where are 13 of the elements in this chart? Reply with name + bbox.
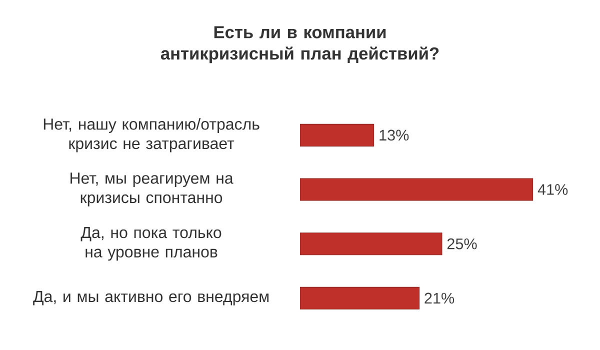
bar xyxy=(300,232,442,256)
y-tick-label: Да, но пока только на уровне планов xyxy=(80,227,222,261)
data-label: 21% xyxy=(424,292,454,304)
data-label: 25% xyxy=(447,238,477,250)
data-label: 13% xyxy=(380,130,409,141)
y-tick-label: Нет, мы реагируем на кризисы спонтанно xyxy=(70,172,234,206)
bar xyxy=(300,178,534,201)
y-tick-label: Да, и мы активно его внедряем xyxy=(33,291,269,306)
bar xyxy=(300,124,374,146)
y-tick-label: Нет, нашу компанию/отрасль кризис не затрагивает xyxy=(44,118,260,152)
chart-title: Есть ли в компании антикризисный план действий? xyxy=(160,26,439,64)
data-label: 41% xyxy=(538,184,568,195)
bar xyxy=(300,286,420,310)
